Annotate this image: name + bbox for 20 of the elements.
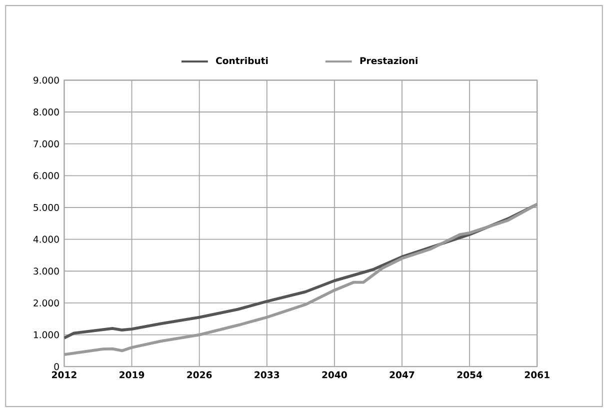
- x-tick-label: 2012: [52, 371, 76, 378]
- y-tick-label: 6.000: [34, 172, 59, 180]
- x-tick-label: 2061: [524, 371, 550, 378]
- x-tick-label: 2047: [390, 371, 414, 378]
- x-tick-label: 2019: [120, 371, 144, 378]
- y-tick-label: 4.000: [33, 236, 59, 243]
- y-tick-label: 5.000: [34, 204, 59, 211]
- x-tick-label: 2040: [322, 371, 347, 378]
- y-tick-label: 9.000: [34, 76, 59, 84]
- y-tick-label: 7.000: [34, 140, 59, 148]
- y-tick-label: 8.000: [34, 108, 59, 116]
- legend-label: Prestazioni: [360, 56, 418, 64]
- legend-label: Contributi: [216, 56, 268, 64]
- y-tick-label: 2.000: [34, 299, 59, 306]
- x-tick-label: 2033: [254, 371, 280, 378]
- y-tick-label: 1.000: [34, 331, 59, 338]
- y-tick-label: 3.000: [34, 268, 59, 275]
- x-tick-label: 2026: [187, 371, 212, 378]
- x-tick-label: 2054: [457, 371, 482, 378]
- y-tick-label: 0: [54, 363, 59, 370]
